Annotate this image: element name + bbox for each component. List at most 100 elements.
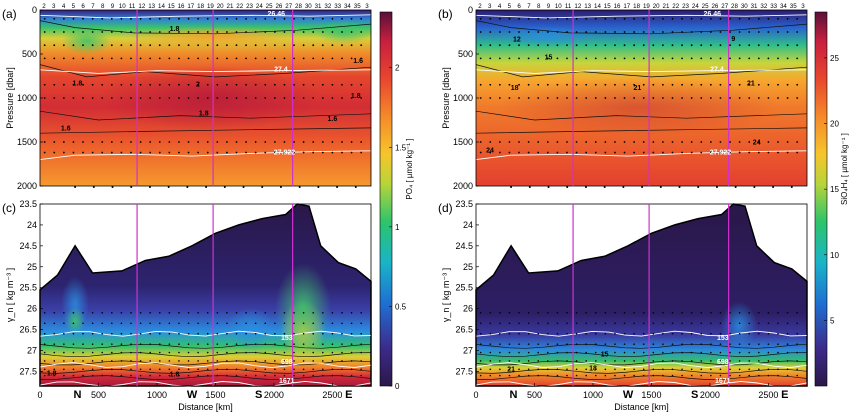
sample-point <box>53 374 56 377</box>
region-label: E <box>781 389 788 401</box>
sample-point <box>43 97 46 99</box>
contour-line <box>475 352 808 358</box>
sample-point <box>604 151 607 154</box>
sample-point <box>360 351 362 354</box>
colorbar-tick-label: 0.5 <box>395 302 407 311</box>
sample-point <box>604 17 607 20</box>
sample-point <box>350 322 353 325</box>
sample-point <box>566 83 568 86</box>
sample-point <box>681 374 683 377</box>
colorbar-tick-label: 20 <box>830 120 839 129</box>
sample-point <box>336 186 339 188</box>
sample-point <box>72 311 75 314</box>
station-number: 33 <box>770 3 777 10</box>
sample-point <box>293 17 295 20</box>
sample-point <box>178 332 180 335</box>
sample-point <box>168 83 171 86</box>
colorbar-tick-label: 5 <box>830 316 835 325</box>
sample-point <box>331 332 334 335</box>
sample-point <box>321 31 324 33</box>
isopycnal-line <box>476 14 807 19</box>
sample-point <box>43 17 46 20</box>
station-number: 24 <box>692 3 699 10</box>
sample-point <box>767 151 770 154</box>
sample-point <box>274 311 276 314</box>
sample-point <box>360 151 363 154</box>
station-number: 14 <box>158 3 165 10</box>
sample-point <box>489 374 492 377</box>
sample-point <box>350 44 353 47</box>
sample-point <box>197 311 199 314</box>
sample-point <box>245 322 247 325</box>
sample-point <box>796 17 799 20</box>
sample-point <box>206 97 209 99</box>
sample-point <box>633 141 636 143</box>
sample-point <box>786 374 789 377</box>
station-number: 3 <box>52 3 56 10</box>
sample-point <box>168 351 171 354</box>
sample-point <box>206 351 209 354</box>
sample-point <box>479 343 482 345</box>
sample-point <box>187 44 190 47</box>
sample-point <box>82 322 84 325</box>
station-number: 3 <box>365 3 369 10</box>
sample-point <box>331 151 334 154</box>
sample-point <box>681 151 683 154</box>
sample-point <box>139 322 142 325</box>
x-tick-label: 1500 <box>205 390 225 400</box>
contour-label: 21 <box>747 81 755 88</box>
sample-point <box>322 368 324 371</box>
sample-point <box>274 368 276 371</box>
sample-point <box>556 31 559 33</box>
sample-point <box>254 17 257 20</box>
sample-point <box>710 360 712 362</box>
station-number: 12 <box>138 3 145 10</box>
sample-point <box>757 57 760 60</box>
station-number: 11 <box>565 3 572 10</box>
sample-point <box>43 343 46 345</box>
sample-point <box>302 44 305 47</box>
sample-point <box>91 343 94 345</box>
station-number: 4 <box>62 3 66 10</box>
sample-point <box>556 44 559 47</box>
sample-point <box>678 186 681 188</box>
sample-point <box>205 186 208 188</box>
contour-label: 1.6 <box>328 116 338 123</box>
sample-point <box>110 57 113 60</box>
sample-point <box>360 374 362 377</box>
station-number: 13 <box>148 3 155 10</box>
sample-point <box>546 83 549 86</box>
station-number: 22 <box>236 3 243 10</box>
sample-point <box>719 141 722 143</box>
station-number: 22 <box>672 3 679 10</box>
sample-point <box>187 368 190 371</box>
sample-point <box>662 151 664 154</box>
sample-point <box>43 374 46 377</box>
sample-point <box>652 374 655 377</box>
sample-point <box>479 322 482 325</box>
sample-point <box>537 343 540 345</box>
contour-label: 18 <box>589 366 597 373</box>
sample-point <box>786 57 789 60</box>
sample-point <box>709 141 712 143</box>
sample-point <box>499 332 501 335</box>
sample-point <box>178 343 180 345</box>
sample-point <box>604 141 607 143</box>
sample-point <box>604 368 607 371</box>
sample-point <box>235 368 238 371</box>
sample-point <box>101 368 104 371</box>
sample-point <box>489 17 492 20</box>
sample-point <box>206 57 209 60</box>
sample-point <box>293 57 295 60</box>
contour-line <box>40 20 371 35</box>
sample-point <box>331 83 334 86</box>
sample-point <box>273 97 276 99</box>
sample-point <box>738 360 741 362</box>
sample-point <box>254 332 257 335</box>
sample-point <box>738 31 741 33</box>
sample-point <box>283 311 286 314</box>
sample-point <box>254 374 257 377</box>
sample-point <box>63 374 65 377</box>
sample-point <box>758 374 760 377</box>
sample-point <box>498 97 501 99</box>
